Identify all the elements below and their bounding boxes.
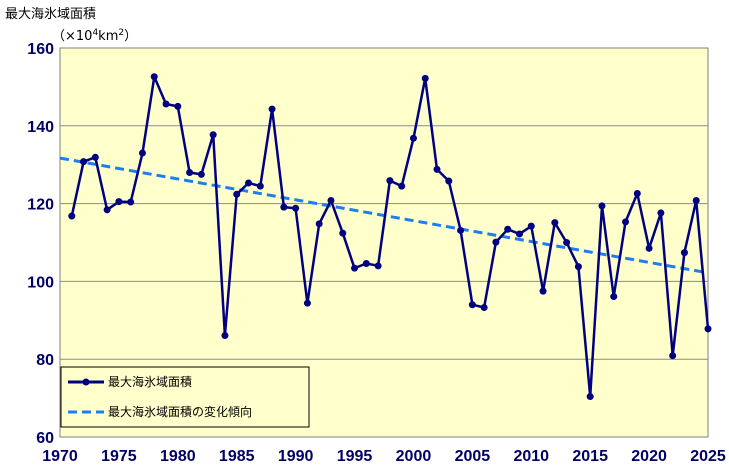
data-point-1984 [221, 331, 229, 339]
data-point-2002 [433, 165, 441, 173]
legend: 最大海氷域面積 最大海氷域面積の変化傾向 [60, 366, 310, 428]
data-point-2024 [692, 196, 700, 204]
x-tick-2020: 2020 [631, 448, 667, 465]
data-point-2015 [586, 393, 594, 401]
data-point-2004 [457, 226, 465, 234]
data-point-1971 [68, 212, 76, 220]
x-tick-labels: 1970 1975 1980 1985 1990 1995 2000 2005 2010 2015… [42, 448, 726, 465]
data-point-2014 [574, 263, 582, 271]
data-point-1981 [186, 168, 194, 176]
data-point-2003 [445, 177, 453, 185]
data-point-1997 [374, 262, 382, 270]
data-point-1980 [174, 102, 182, 110]
x-tick-2010: 2010 [513, 448, 549, 465]
data-point-1999 [398, 182, 406, 190]
y-tick-60: 60 [36, 430, 54, 447]
data-series [68, 73, 712, 401]
data-point-1995 [351, 264, 359, 272]
x-tick-1980: 1980 [160, 448, 196, 465]
x-tick-2025: 2025 [690, 448, 726, 465]
legend-box [60, 366, 310, 428]
data-point-1990 [292, 204, 300, 212]
x-tick-1985: 1985 [219, 448, 255, 465]
data-point-2013 [563, 239, 571, 246]
data-point-1987 [256, 182, 264, 190]
data-point-2022 [669, 352, 677, 360]
data-point-1991 [303, 299, 311, 307]
data-point-1972 [80, 158, 88, 166]
y-tick-160: 160 [27, 41, 54, 58]
data-point-1974 [103, 206, 111, 214]
data-point-1986 [245, 179, 253, 187]
data-point-1998 [386, 177, 394, 185]
legend-trend-label: 最大海氷域面積の変化傾向 [108, 404, 252, 419]
data-point-2017 [610, 293, 618, 301]
data-point-2011 [539, 287, 547, 295]
data-point-1992 [315, 220, 323, 228]
data-point-2019 [633, 189, 641, 197]
data-point-1978 [150, 73, 158, 81]
grid-lines [60, 125, 708, 360]
data-point-1977 [138, 149, 146, 157]
y-tick-100: 100 [27, 274, 54, 291]
data-point-2008 [504, 225, 512, 233]
data-point-2018 [622, 218, 630, 226]
legend-series-label: 最大海氷域面積 [108, 374, 192, 389]
x-tick-2005: 2005 [455, 448, 491, 465]
y-axis-title: 最大海氷域面積 [5, 7, 96, 22]
data-point-1973 [91, 153, 99, 161]
data-point-1976 [127, 198, 135, 206]
data-point-2025 [704, 325, 712, 333]
data-point-1993 [327, 196, 335, 204]
x-tick-1995: 1995 [337, 448, 373, 465]
data-point-2023 [680, 249, 688, 257]
x-tick-2015: 2015 [572, 448, 608, 465]
data-point-1982 [197, 170, 205, 178]
data-point-2007 [492, 238, 500, 246]
data-point-1983 [209, 131, 217, 139]
data-point-2006 [480, 303, 488, 311]
data-point-2001 [421, 74, 429, 82]
data-point-2016 [598, 202, 606, 210]
y-tick-140: 140 [27, 119, 54, 136]
data-point-2010 [527, 222, 535, 230]
data-point-2005 [468, 301, 476, 309]
data-point-2000 [409, 134, 417, 142]
y-tick-labels: 60 80 100 120 140 160 [27, 41, 54, 447]
y-tick-120: 120 [27, 197, 54, 214]
data-point-1994 [339, 229, 347, 237]
data-point-1996 [362, 260, 370, 268]
x-tick-2000: 2000 [396, 448, 432, 465]
y-axis-unit: （×104km2） [52, 28, 137, 44]
data-point-2020 [645, 244, 653, 252]
data-point-1975 [115, 198, 123, 206]
data-point-2012 [551, 219, 559, 227]
legend-series-marker [82, 378, 90, 386]
x-tick-1975: 1975 [101, 448, 137, 465]
data-point-2021 [657, 209, 665, 217]
x-tick-1970: 1970 [42, 448, 78, 465]
data-point-1985 [233, 190, 241, 198]
data-point-1979 [162, 100, 170, 108]
y-tick-80: 80 [36, 352, 54, 369]
data-point-1989 [280, 203, 288, 211]
data-point-1988 [268, 105, 276, 113]
x-tick-1990: 1990 [278, 448, 314, 465]
data-point-2009 [515, 230, 523, 238]
